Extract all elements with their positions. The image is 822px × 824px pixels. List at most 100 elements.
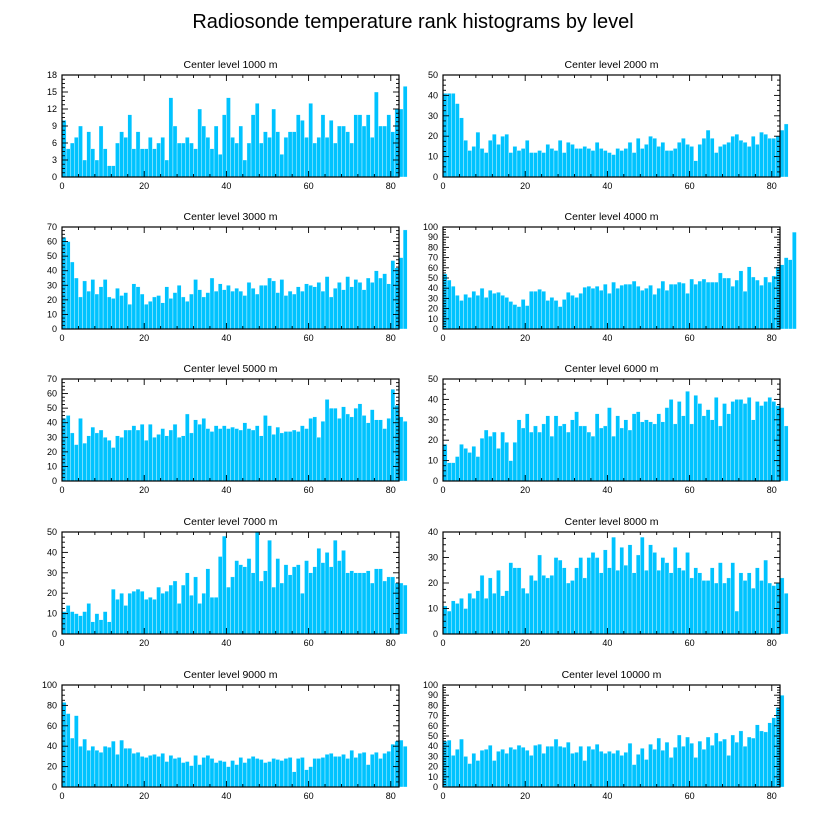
- y-tick-label: 3: [52, 155, 57, 165]
- bar: [759, 405, 764, 482]
- bar: [78, 418, 83, 482]
- bar: [611, 536, 616, 635]
- bar: [664, 741, 670, 788]
- bar: [520, 299, 526, 330]
- bar: [726, 577, 731, 635]
- bar: [648, 544, 653, 635]
- bar: [681, 746, 686, 788]
- bar: [763, 731, 768, 788]
- bar: [488, 140, 493, 178]
- bar: [590, 435, 596, 482]
- bar: [333, 539, 338, 635]
- x-tick-label: 60: [685, 333, 695, 343]
- bar: [775, 266, 781, 330]
- bar: [755, 144, 760, 178]
- bar: [370, 282, 375, 330]
- bar: [529, 755, 534, 788]
- bar: [65, 713, 71, 788]
- bar: [783, 123, 789, 178]
- bar: [230, 137, 235, 178]
- bar: [607, 567, 612, 635]
- bar: [763, 401, 768, 482]
- bar: [267, 277, 272, 330]
- bar: [492, 133, 497, 178]
- bar: [562, 299, 567, 330]
- bar: [566, 582, 571, 635]
- bar: [701, 278, 707, 330]
- bar: [213, 597, 219, 635]
- bar: [254, 425, 260, 482]
- bar: [86, 435, 91, 482]
- bar: [496, 448, 501, 482]
- bar: [283, 564, 289, 635]
- bar: [648, 743, 653, 788]
- bar: [607, 407, 612, 482]
- bar: [574, 752, 579, 788]
- bar: [378, 419, 383, 482]
- bar: [164, 286, 170, 330]
- bar: [627, 544, 633, 635]
- bar: [557, 559, 563, 635]
- bar: [201, 418, 207, 482]
- bar: [82, 442, 87, 482]
- bar: [119, 437, 124, 482]
- x-tick-label: 40: [602, 333, 612, 343]
- x-tick-label: 0: [59, 485, 64, 495]
- bar: [156, 586, 161, 635]
- bar: [226, 285, 231, 330]
- bar: [378, 125, 383, 178]
- bar: [730, 562, 735, 635]
- bar: [603, 150, 608, 178]
- bar: [127, 593, 133, 635]
- bar: [788, 259, 793, 330]
- histogram-panel: 0 20 40 60 80 0 10 20 30 40 50 Center level 7000 m: [47, 516, 408, 648]
- bar: [697, 144, 703, 178]
- bar: [139, 756, 145, 788]
- bar: [714, 281, 719, 330]
- bar: [779, 407, 785, 482]
- bar: [234, 560, 239, 635]
- bar: [213, 125, 219, 178]
- bar: [115, 435, 120, 482]
- y-tick-label: 100: [423, 680, 438, 690]
- bar: [783, 593, 789, 635]
- bar: [353, 572, 359, 635]
- bar: [238, 429, 244, 482]
- bar: [111, 298, 116, 330]
- bar: [86, 750, 91, 788]
- bar: [463, 294, 468, 330]
- bar: [324, 399, 330, 482]
- bar: [402, 584, 408, 635]
- bar: [446, 279, 452, 330]
- bar: [94, 293, 100, 330]
- bar: [446, 610, 452, 635]
- bar: [312, 758, 317, 788]
- bar: [496, 292, 501, 330]
- y-tick-label: 50: [428, 273, 438, 283]
- x-tick-label: 60: [304, 181, 314, 191]
- x-tick-label: 0: [59, 638, 64, 648]
- bar: [86, 290, 91, 330]
- bar: [627, 742, 633, 788]
- bar: [394, 267, 400, 330]
- bar: [127, 429, 133, 482]
- bar: [483, 429, 489, 482]
- bar: [615, 750, 620, 788]
- bar: [537, 554, 542, 635]
- bar: [197, 423, 202, 482]
- bar: [734, 133, 740, 178]
- bar: [533, 291, 538, 330]
- bar: [549, 148, 555, 178]
- bar: [701, 749, 707, 788]
- bar: [549, 435, 555, 482]
- bar: [156, 295, 161, 330]
- bar: [693, 160, 698, 178]
- bar: [479, 575, 485, 635]
- bar: [512, 442, 518, 482]
- bar: [144, 757, 149, 788]
- bar: [783, 425, 789, 482]
- bar: [316, 437, 322, 482]
- bar: [357, 114, 363, 178]
- y-tick-label: 20: [428, 435, 438, 445]
- y-tick-label: 30: [47, 568, 57, 578]
